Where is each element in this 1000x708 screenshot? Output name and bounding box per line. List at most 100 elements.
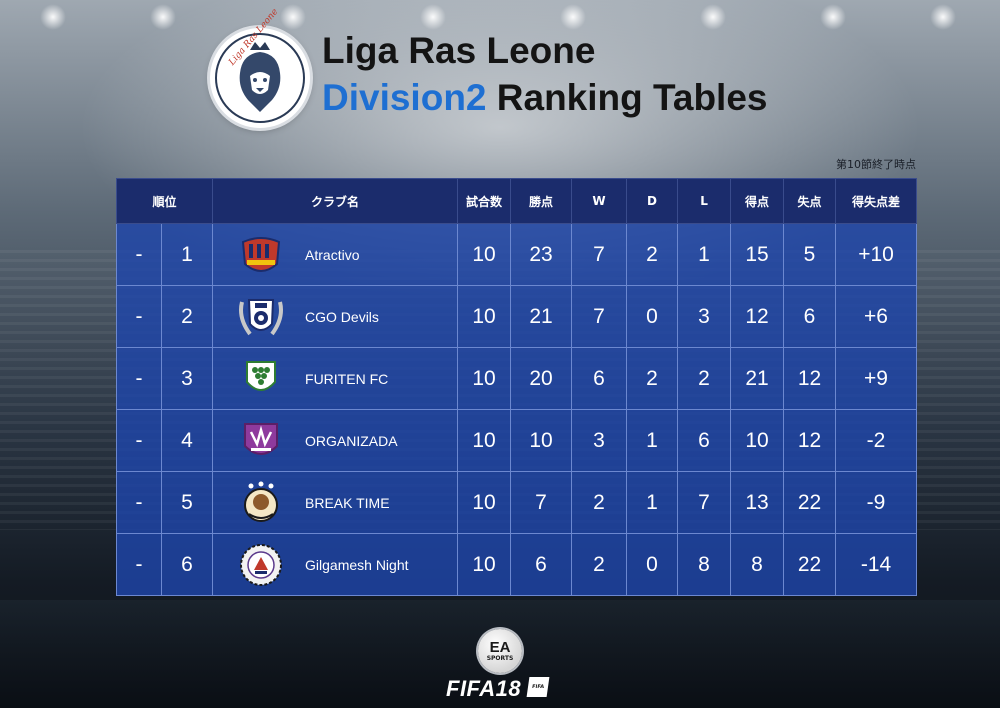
played: 10 — [457, 409, 512, 472]
draws: 0 — [626, 285, 679, 348]
club-name: CGO Devils — [305, 308, 379, 325]
table-row: - 6 Gilgamesh Night 10 6 2 0 8 8 22 — [116, 533, 918, 596]
as-of-note: 第10節終了時点 — [836, 158, 916, 171]
goals-against: 5 — [783, 223, 837, 286]
ranking-tables-label: Ranking Tables — [486, 77, 768, 118]
goal-difference: +9 — [835, 347, 918, 410]
wins: 3 — [571, 409, 628, 472]
fifa18-logo: FIFA18 — [446, 676, 522, 701]
rank-movement: - — [116, 347, 162, 410]
table-row: - 3 FURITEN FC 10 20 6 2 2 21 12 — [116, 347, 918, 410]
col-header-goal-difference: 得失点差 — [835, 178, 918, 224]
played: 10 — [457, 471, 512, 534]
goals-against: 12 — [783, 347, 837, 410]
wins: 7 — [571, 223, 628, 286]
ea-lettering: EA — [489, 638, 511, 656]
col-header-losses: L — [677, 178, 732, 224]
col-header-rank: 順位 — [115, 178, 214, 224]
losses: 1 — [677, 223, 732, 286]
rank: 1 — [160, 223, 214, 286]
atractivo-crest-icon — [235, 232, 287, 278]
draws: 1 — [626, 409, 679, 472]
wins: 6 — [571, 347, 628, 410]
goals-for: 15 — [730, 223, 785, 286]
ea-sports-lettering: SPORTS — [486, 654, 514, 662]
wins: 2 — [571, 533, 628, 596]
goals-against: 6 — [783, 285, 837, 348]
col-header-club: クラブ名 — [212, 178, 459, 224]
losses: 2 — [677, 347, 732, 410]
goal-difference: -2 — [835, 409, 918, 472]
division-name: Division2 — [322, 77, 487, 118]
col-header-draws: D — [626, 178, 679, 224]
rank: 2 — [160, 285, 214, 348]
draws: 2 — [626, 223, 679, 286]
rank-movement: - — [116, 471, 162, 534]
col-header-played: 試合数 — [457, 178, 512, 224]
break-time-crest-icon — [235, 480, 287, 526]
losses: 6 — [677, 409, 732, 472]
rank-movement: - — [116, 409, 162, 472]
club-cell: ORGANIZADA — [212, 409, 459, 472]
points: 23 — [510, 223, 573, 286]
goals-for: 12 — [730, 285, 785, 348]
played: 10 — [457, 223, 512, 286]
losses: 3 — [677, 285, 732, 348]
goal-difference: +6 — [835, 285, 918, 348]
goal-difference: +10 — [835, 223, 918, 286]
col-header-goals-against: 失点 — [783, 178, 837, 224]
table-row: - 2 CGO Devils 10 21 7 0 3 12 — [116, 285, 918, 348]
goals-for: 8 — [730, 533, 785, 596]
furiten-crest-icon — [235, 356, 287, 402]
played: 10 — [457, 285, 512, 348]
draws: 2 — [626, 347, 679, 410]
rank: 5 — [160, 471, 214, 534]
club-name: BREAK TIME — [305, 494, 390, 511]
table-row: - 4 ORGANIZADA 10 10 3 1 6 10 12 -2 — [116, 409, 918, 472]
table-row: - 5 BREAK TIME 10 7 2 1 7 13 22 — [116, 471, 918, 534]
losses: 8 — [677, 533, 732, 596]
goals-against: 22 — [783, 533, 837, 596]
stadium-lights — [0, 0, 1000, 60]
losses: 7 — [677, 471, 732, 534]
club-cell: CGO Devils — [212, 285, 459, 348]
col-header-wins: W — [571, 178, 628, 224]
rank: 6 — [160, 533, 214, 596]
draws: 0 — [626, 533, 679, 596]
table-header-row: 順位 クラブ名 試合数 勝点 W D L 得点 失点 得失点差 — [115, 178, 918, 224]
league-title: Liga Ras Leone — [322, 30, 596, 71]
club-name: Atractivo — [305, 246, 360, 263]
points: 10 — [510, 409, 573, 472]
division-title: Division2 Ranking Tables — [322, 77, 768, 119]
played: 10 — [457, 347, 512, 410]
club-name: FURITEN FC — [305, 370, 389, 387]
draws: 1 — [626, 471, 679, 534]
lion-icon — [215, 33, 305, 123]
goal-difference: -9 — [835, 471, 918, 534]
gilgamesh-night-crest-icon — [235, 542, 287, 588]
ea-sports-logo: EA SPORTS — [478, 629, 522, 673]
goal-difference: -14 — [835, 533, 918, 596]
club-cell: Atractivo — [212, 223, 459, 286]
wins: 7 — [571, 285, 628, 348]
rank: 4 — [160, 409, 214, 472]
points: 21 — [510, 285, 573, 348]
wins: 2 — [571, 471, 628, 534]
ranking-table: 順位 クラブ名 試合数 勝点 W D L 得点 失点 得失点差 - 1 — [115, 178, 918, 596]
rank-movement: - — [116, 223, 162, 286]
points: 20 — [510, 347, 573, 410]
col-header-goals-for: 得点 — [730, 178, 785, 224]
goals-for: 13 — [730, 471, 785, 534]
goals-for: 21 — [730, 347, 785, 410]
club-name: Gilgamesh Night — [305, 556, 409, 573]
cgo-devils-crest-icon — [235, 294, 287, 340]
rank-movement: - — [116, 285, 162, 348]
organizada-crest-icon — [235, 418, 287, 464]
league-crest-logo: Liga Ras Leone — [210, 7, 310, 128]
club-cell: BREAK TIME — [212, 471, 459, 534]
played: 10 — [457, 533, 512, 596]
goals-against: 22 — [783, 471, 837, 534]
fifa-badge-icon: FIFA — [526, 677, 550, 697]
goals-against: 12 — [783, 409, 837, 472]
points: 6 — [510, 533, 573, 596]
